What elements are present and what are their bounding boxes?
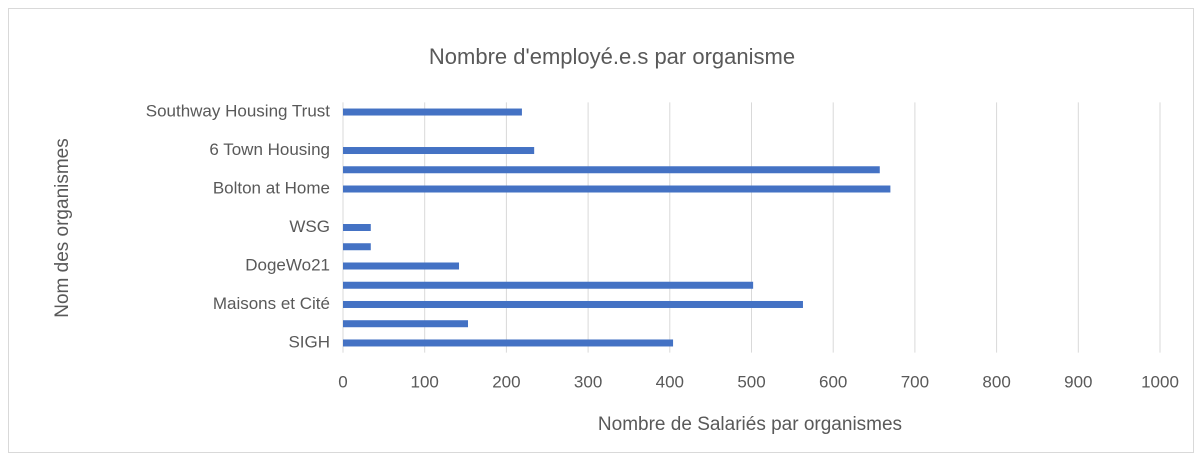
bar: [343, 320, 469, 328]
bar: [343, 243, 371, 251]
bar: [343, 300, 803, 308]
bar: [343, 108, 522, 116]
x-tick-label: 500: [737, 372, 765, 391]
y-tick-label: Bolton at Home: [213, 178, 330, 197]
x-tick-label: 300: [574, 372, 602, 391]
y-tick-label: DogeWo21: [245, 255, 330, 274]
bar: [343, 262, 460, 270]
bar: [343, 339, 674, 347]
x-tick-label: 900: [1064, 372, 1092, 391]
y-tick-label: 6 Town Housing: [209, 140, 330, 159]
y-tick-label: SIGH: [288, 332, 330, 351]
bar: [343, 224, 371, 231]
x-axis-title: Nombre de Salariés par organismes: [598, 414, 902, 435]
y-tick-label: Maisons et Cité: [213, 294, 330, 313]
y-axis-title: Nom des organismes: [52, 138, 73, 318]
x-tick-label: 100: [411, 372, 439, 391]
x-tick-label: 0: [338, 372, 347, 391]
bar: [343, 281, 754, 289]
chart-border: [8, 8, 1194, 453]
bar: [343, 147, 535, 155]
x-tick-label: 600: [819, 372, 847, 391]
y-tick-label: Southway Housing Trust: [146, 102, 331, 121]
bar: [343, 185, 891, 193]
y-tick-label: WSG: [289, 217, 330, 236]
x-tick-label: 1000: [1141, 372, 1179, 391]
bar: [343, 166, 880, 174]
x-tick-label: 200: [492, 372, 520, 391]
chart-title: Nombre d'employé.e.s par organisme: [429, 44, 795, 69]
x-tick-label: 800: [982, 372, 1010, 391]
x-tick-label: 400: [656, 372, 684, 391]
x-tick-label: 700: [901, 372, 929, 391]
